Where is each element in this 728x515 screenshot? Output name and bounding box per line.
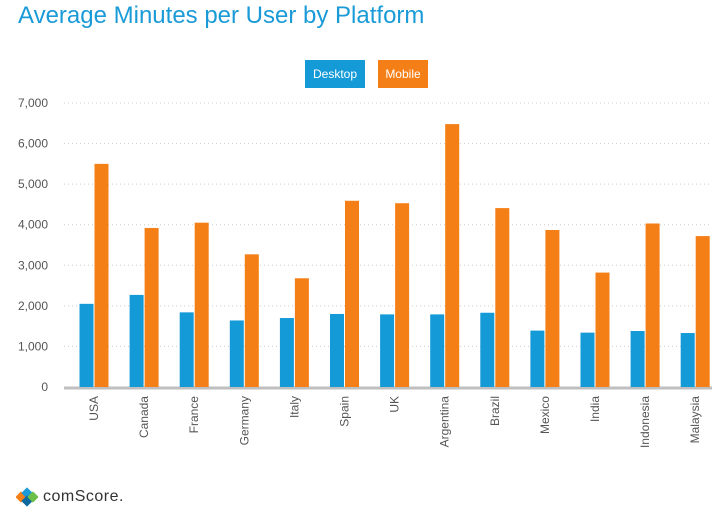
mobile-bar (244, 254, 259, 387)
desktop-bar (330, 313, 344, 387)
legend-desktop: Desktop (305, 60, 365, 88)
chart-title: Average Minutes per User by Platform (18, 2, 425, 29)
desktop-bar (79, 303, 94, 387)
y-tick-label: 7,000 (18, 96, 48, 110)
mobile-bar (645, 223, 660, 387)
desktop-bar (179, 312, 194, 387)
x-tick-label: Germany (237, 396, 251, 445)
x-tick-label: Malaysia (688, 396, 702, 444)
mobile-bar (144, 227, 159, 387)
y-tick-label: 6,000 (18, 137, 48, 151)
desktop-bar (129, 294, 144, 387)
desktop-bar (480, 312, 495, 387)
desktop-bar (580, 332, 595, 387)
mobile-bar (94, 163, 109, 387)
desktop-bar (630, 331, 645, 387)
y-tick-label: 0 (41, 380, 48, 394)
desktop-bar (430, 314, 445, 387)
x-tick-label: Italy (287, 396, 301, 418)
legend-desktop-label: Desktop (312, 67, 358, 81)
mobile-bar (495, 208, 510, 387)
mobile-bar (545, 229, 560, 387)
x-tick-label: Brazil (488, 396, 502, 426)
y-tick-label: 4,000 (18, 218, 48, 232)
desktop-bar (680, 333, 695, 387)
comscore-logo: comScore. (16, 486, 124, 508)
legend-mobile-label: Mobile (385, 67, 421, 81)
x-tick-label: Mexico (538, 396, 552, 434)
comscore-logo-icon (16, 487, 38, 507)
legend-mobile: Mobile (378, 60, 428, 88)
desktop-bar (229, 320, 244, 387)
mobile-bar (194, 222, 209, 387)
y-tick-label: 3,000 (18, 258, 48, 272)
x-tick-label: USA (87, 396, 101, 421)
desktop-bar (380, 314, 395, 387)
desktop-bar (530, 330, 545, 387)
x-tick-label: Argentina (438, 396, 452, 448)
x-tick-label: Canada (137, 396, 151, 438)
mobile-bar (294, 278, 309, 387)
mobile-bar (595, 272, 610, 387)
y-tick-label: 1,000 (18, 339, 48, 353)
mobile-bar (445, 124, 460, 388)
mobile-bar (395, 203, 410, 387)
y-tick-label: 2,000 (18, 299, 48, 313)
x-tick-label: Indonesia (638, 396, 652, 448)
mobile-bar (345, 200, 359, 387)
desktop-bar (279, 318, 294, 387)
logo-text: comScore. (43, 488, 124, 505)
x-tick-label: India (588, 396, 602, 422)
mobile-bar (695, 236, 710, 387)
x-tick-label: UK (388, 396, 402, 413)
y-tick-label: 5,000 (18, 177, 48, 191)
x-tick-label: France (187, 396, 201, 434)
x-tick-label: Spain (338, 396, 352, 427)
